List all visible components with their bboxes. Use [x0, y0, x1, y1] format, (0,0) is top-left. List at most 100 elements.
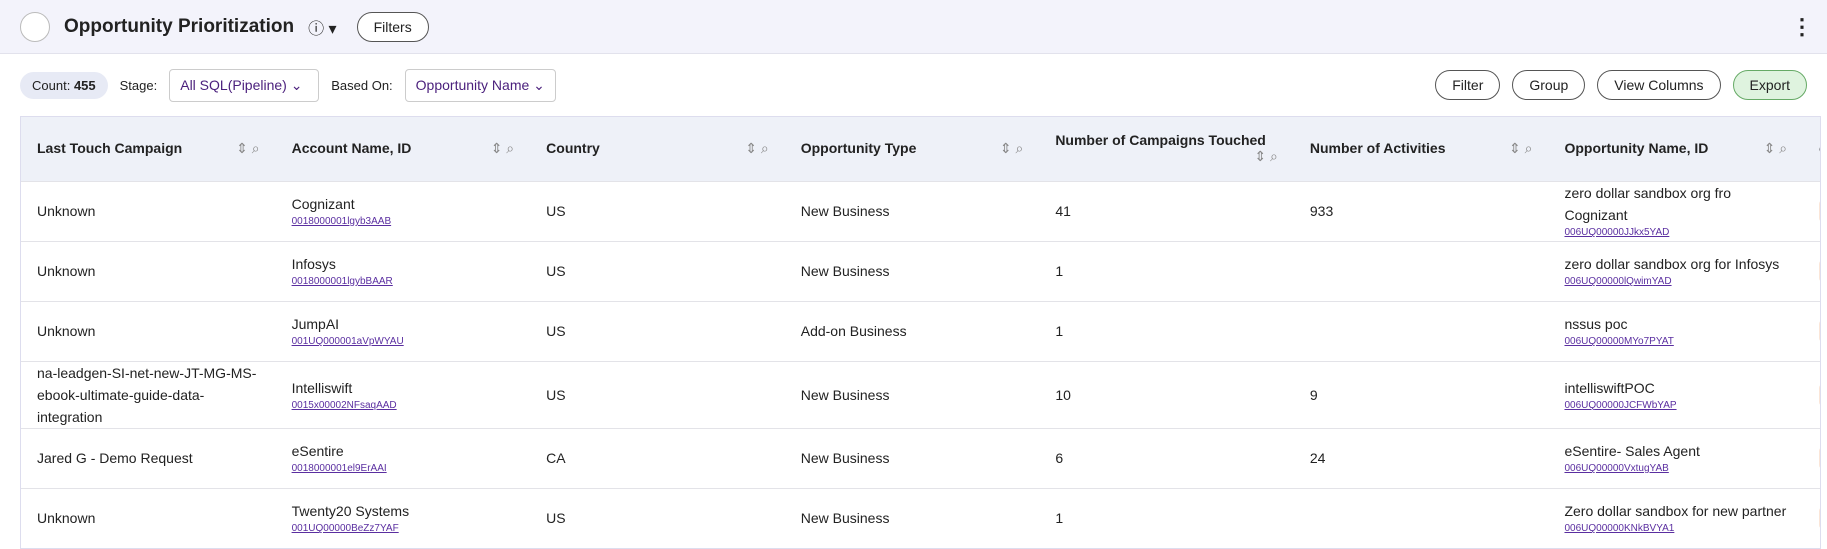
opportunity-id[interactable]: 006UQ00000VxtugYAB [1564, 463, 1669, 474]
table-row[interactable]: Unknown JumpAI 001UQ000001aVpWYAU US Add-on … [21, 300, 1820, 361]
stage-label: Stage: [119, 77, 158, 93]
table-cell [1293, 240, 1549, 301]
app-icon[interactable] [20, 11, 50, 42]
column-header[interactable]: Number of Campaigns Touched ⇕ ⌕ [1039, 117, 1294, 181]
opportunity-id[interactable]: 006UQ00000JJkx5YAD [1564, 227, 1670, 238]
account: Cognizant [291, 196, 355, 212]
opportunity: intelliswiftPOC [1564, 379, 1655, 396]
sort-search[interactable]: ⇕ ⌕ [999, 140, 1024, 157]
table-cell: 1 [1039, 240, 1294, 301]
column-header[interactable]: Country ⇕ ⌕ [530, 117, 785, 181]
column-title: Number of Activities [1309, 140, 1446, 157]
country: US [546, 510, 566, 527]
based-on-select[interactable]: Opportunity Name ⌄ [404, 68, 556, 102]
country: US [546, 263, 566, 279]
table-row[interactable]: Jared G - Demo Request eSentire 0018000001… [21, 427, 1820, 488]
account: Infosys [291, 256, 336, 272]
table-cell: Unknown [21, 300, 276, 361]
sort-search[interactable]: ⇕ ⌕ [1509, 140, 1533, 157]
table-cell: 9 [1293, 360, 1549, 428]
opportunity: nssus poc [1564, 316, 1628, 332]
opportunity-id[interactable]: 006UQ00000lQwimYAD [1564, 276, 1672, 287]
table-cell: Infosys 0018000001lgybBAAR [275, 240, 531, 301]
opportunity: zero dollar sandbox org fro Cognizant [1564, 185, 1732, 223]
column-title: Opportunity Name, ID [1564, 140, 1709, 157]
toolbar-button[interactable]: Export [1732, 70, 1807, 100]
score: 95 [1819, 320, 1820, 342]
table-cell: US [530, 240, 785, 301]
country: CA [546, 450, 566, 466]
table-cell: 24 [1293, 427, 1549, 488]
account-id[interactable]: 001UQ000001aVpWYAU [291, 336, 404, 347]
type: Add-on Business [800, 323, 907, 339]
table-cell: intelliswiftPOC 006UQ00000JCFWbYAP [1548, 360, 1804, 428]
column-title: Country [546, 140, 600, 157]
account-id[interactable]: 0015x00002NFsaqAAD [291, 399, 397, 411]
toolbar-button[interactable]: View Columns [1597, 70, 1721, 100]
opportunity-id[interactable]: 006UQ00000KNkBVYA1 [1564, 523, 1675, 535]
table-cell: US [530, 360, 785, 428]
table-row[interactable]: Unknown Twenty20 Systems 001UQ00000BeZz7YA… [21, 487, 1820, 548]
table-cell [1293, 487, 1549, 548]
table-cell: 6 [1039, 427, 1294, 488]
column-header[interactable]: Account Name, ID ⇕ ⌕ [275, 117, 531, 181]
toolbar: Count: 455 Stage: All SQL(Pipeline) ⌄ Ba… [0, 54, 1827, 116]
menu[interactable]: ⋮ [1791, 13, 1813, 39]
column-header[interactable]: Opportunity Name, ID ⇕ ⌕ [1548, 117, 1804, 181]
campaign: Unknown [37, 203, 96, 219]
stage-select[interactable]: All SQL(Pipeline) ⌄ [169, 68, 320, 102]
table-cell: na-leadgen-SI-net-new-JT-MG-MS-ebook-ult… [21, 360, 276, 428]
table-cell: Zero dollar sandbox for new partner 006UQ… [1548, 487, 1804, 548]
sort-search[interactable]: ⇕ ⌕ [490, 140, 515, 157]
column-title: Opportunity Type [800, 140, 917, 157]
table-row[interactable]: Unknown Cognizant 0018000001lgyb3AAB US New … [21, 180, 1820, 241]
account-id[interactable]: 0018000001lgybBAAR [291, 276, 393, 287]
column-header[interactable]: Number of Activities ⇕ ⌕ [1293, 117, 1549, 181]
title: Opportunity Prioritization [64, 15, 295, 37]
score: 50 [1819, 447, 1820, 469]
score: 50 [1819, 507, 1820, 530]
campaign: Unknown [37, 323, 96, 339]
table-row[interactable]: Unknown Infosys 0018000001lgybBAAR US New Bu… [21, 240, 1820, 301]
table-cell: 1 [1039, 300, 1294, 361]
campaigns-touched: 1 [1055, 263, 1064, 279]
table-cell: 50 [1803, 427, 1820, 488]
country: US [546, 323, 566, 339]
table-cell: Unknown [21, 180, 276, 241]
sort-search[interactable]: ⇕ ⌕ [1254, 148, 1278, 165]
account: Intelliswift [291, 379, 353, 396]
table-cell: New Business [784, 360, 1040, 428]
account-id[interactable]: 001UQ00000BeZz7YAF [291, 523, 399, 535]
table-cell: 1 [1039, 487, 1294, 548]
opportunity-id[interactable]: 006UQ00000MYo7PYAT [1564, 336, 1674, 347]
column-title: Account Name, ID [291, 140, 412, 157]
table-cell: CA [530, 427, 785, 488]
table-cell: 10 [1039, 360, 1294, 428]
toolbar-button[interactable]: Group [1512, 70, 1586, 100]
toolbar-button[interactable]: Filter [1435, 70, 1501, 100]
info[interactable]: ⓘ ▾ [308, 20, 337, 38]
table-cell: 50 [1803, 360, 1820, 428]
table-cell: US [530, 487, 785, 548]
table-cell: Intelliswift 0015x00002NFsaqAAD [275, 360, 531, 428]
campaigns-touched: 6 [1055, 450, 1064, 466]
sort-search[interactable]: ⇕ ⌕ [236, 140, 260, 157]
table-cell: zero dollar sandbox org for Infosys 006UQ… [1548, 240, 1804, 301]
table-container: Last Touch Campaign ⇕ ⌕ Account Name, ID ⇕ … [20, 116, 1821, 549]
filters-button[interactable]: Filters [356, 11, 429, 42]
opportunity-id[interactable]: 006UQ00000JCFWbYAP [1564, 399, 1677, 411]
country: US [546, 386, 566, 403]
table-cell: New Business [784, 240, 1040, 301]
account-id[interactable]: 0018000001lgyb3AAB [291, 216, 392, 227]
table-cell: zero dollar sandbox org fro Cognizant 006… [1548, 180, 1804, 241]
sort-search[interactable]: ⇕ ⌕ [1763, 140, 1788, 157]
table-row[interactable]: na-leadgen-SI-net-new-JT-MG-MS-ebook-ult… [21, 360, 1820, 428]
type: New Business [800, 203, 890, 219]
column-header[interactable]: Last Touch Campaign ⇕ ⌕ [21, 117, 276, 181]
table-cell: Cognizant 0018000001lgyb3AAB [275, 180, 531, 241]
column-header[interactable]: Opportunity Type ⇕ ⌕ [784, 117, 1040, 181]
table-cell: Jared G - Demo Request [21, 427, 276, 488]
account-id[interactable]: 0018000001el9ErAAI [291, 463, 387, 474]
sort-search[interactable]: ⇕ ⌕ [745, 140, 769, 157]
column-header[interactable]: Oppor [1803, 117, 1820, 181]
